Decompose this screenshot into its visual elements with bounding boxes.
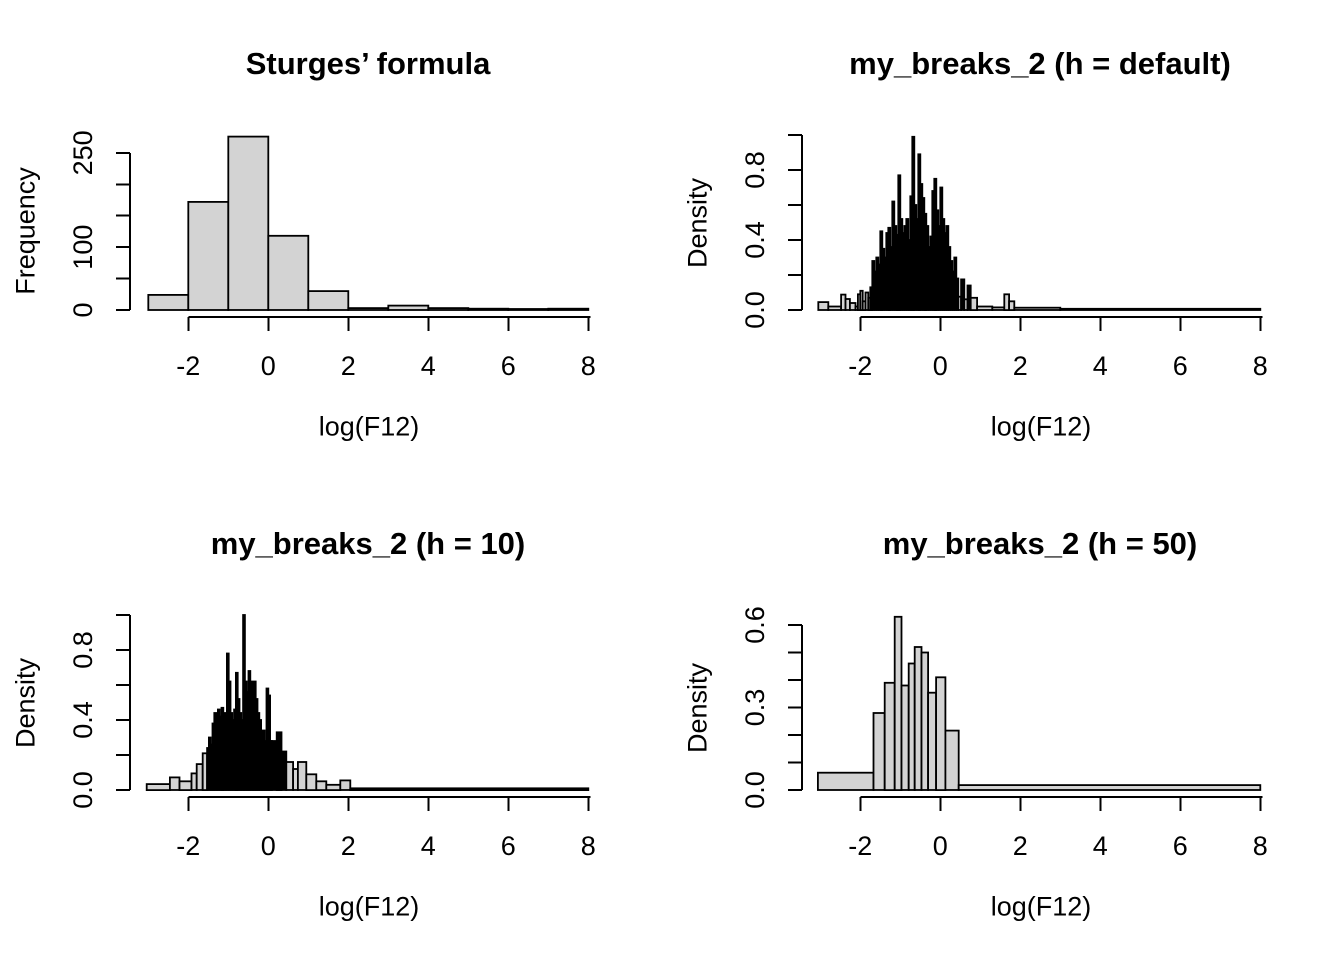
x-tick-label: 6 bbox=[501, 831, 516, 861]
histogram-bar bbox=[507, 308, 550, 311]
histogram-plot: 0.0 0.3 0.6 -2 0 2 4 6 8 bbox=[740, 606, 1268, 861]
histogram-bar bbox=[339, 779, 352, 791]
y-tick-label: 250 bbox=[68, 130, 98, 175]
histogram-bar bbox=[427, 307, 470, 311]
panel-title: my_breaks_2 (h = 50) bbox=[882, 526, 1198, 561]
panel-title: my_breaks_2 (h = 10) bbox=[210, 526, 526, 561]
histogram-bar bbox=[387, 304, 430, 311]
x-tick-label: -2 bbox=[848, 831, 872, 861]
x-tick-label: -2 bbox=[176, 351, 200, 381]
x-tick-label: 6 bbox=[1173, 831, 1188, 861]
histogram-bar bbox=[976, 305, 994, 311]
panel-mybreaks-h50: my_breaks_2 (h = 50) Density log(F12) 0.… bbox=[672, 480, 1344, 960]
histogram-bar bbox=[347, 307, 390, 311]
histogram-bar bbox=[145, 783, 171, 792]
histogram-bar bbox=[547, 307, 590, 311]
x-tick-label: 6 bbox=[501, 351, 516, 381]
x-axis-label: log(F12) bbox=[990, 891, 1092, 922]
x-tick-label: 0 bbox=[933, 831, 948, 861]
x-tick-label: -2 bbox=[176, 831, 200, 861]
histogram-plot: 0.0 0.4 0.8 -2 0 2 4 6 8 bbox=[68, 614, 596, 861]
histogram-bar bbox=[944, 729, 960, 791]
histogram-bar bbox=[267, 234, 310, 311]
histogram-bar bbox=[955, 277, 960, 311]
x-tick-label: 4 bbox=[1093, 351, 1108, 381]
x-tick-label: 2 bbox=[341, 831, 356, 861]
histogram-bar bbox=[817, 301, 830, 311]
y-tick-label: 0.0 bbox=[68, 771, 98, 809]
histogram-bar bbox=[907, 662, 916, 791]
x-tick-label: 8 bbox=[581, 831, 596, 861]
y-tick-label: 0.8 bbox=[740, 151, 770, 189]
histogram-bar bbox=[168, 776, 181, 791]
x-tick-label: 8 bbox=[1253, 351, 1268, 381]
x-tick-label: 4 bbox=[421, 351, 436, 381]
histogram-bar bbox=[913, 646, 923, 791]
x-tick-label: 4 bbox=[1093, 831, 1108, 861]
y-tick-label: 0.0 bbox=[740, 771, 770, 809]
panel-title: Sturges’ formula bbox=[245, 46, 491, 81]
panel-title: my_breaks_2 (h = default) bbox=[849, 46, 1231, 81]
histogram-bar bbox=[467, 307, 510, 311]
y-tick-label: 0.4 bbox=[740, 221, 770, 259]
x-tick-label: 2 bbox=[341, 351, 356, 381]
histogram-bar bbox=[227, 135, 270, 311]
y-tick-label: 0.3 bbox=[740, 689, 770, 727]
y-tick-label: 100 bbox=[68, 225, 98, 270]
x-tick-label: 8 bbox=[581, 351, 596, 381]
panel-mybreaks-h10: my_breaks_2 (h = 10) Density log(F12) 0.… bbox=[0, 480, 672, 960]
histogram-bar bbox=[900, 684, 910, 791]
histogram-bar bbox=[178, 780, 193, 791]
x-tick-label: 0 bbox=[261, 831, 276, 861]
histogram-bar bbox=[315, 780, 328, 791]
histogram-bar bbox=[1008, 300, 1016, 311]
x-tick-label: 0 bbox=[261, 351, 276, 381]
histogram-bar bbox=[285, 761, 294, 791]
x-tick-label: -2 bbox=[848, 351, 872, 381]
x-tick-label: 4 bbox=[421, 831, 436, 861]
x-axis-label: log(F12) bbox=[318, 411, 420, 442]
histogram-bar bbox=[349, 787, 590, 791]
histogram-bar bbox=[957, 784, 1262, 791]
histogram-bar bbox=[920, 651, 929, 791]
y-tick-label: 0.4 bbox=[68, 701, 98, 739]
histogram-bar bbox=[307, 290, 350, 311]
y-tick-label: 0.0 bbox=[740, 291, 770, 329]
histogram-bar bbox=[960, 278, 966, 311]
x-tick-label: 6 bbox=[1173, 351, 1188, 381]
histogram-bar bbox=[305, 773, 318, 791]
histogram-bar bbox=[935, 676, 947, 792]
histogram-bar bbox=[1013, 306, 1062, 311]
histogram-plot: 0 100 250 -2 0 2 4 6 8 bbox=[68, 130, 596, 381]
y-tick-label: 0.6 bbox=[740, 606, 770, 644]
histogram-bar bbox=[893, 615, 903, 792]
panel-mybreaks-default: my_breaks_2 (h = default) Density log(F1… bbox=[672, 0, 1344, 480]
x-axis-label: log(F12) bbox=[990, 411, 1092, 442]
y-tick-label: 0.8 bbox=[68, 631, 98, 669]
histogram-bar bbox=[816, 771, 875, 791]
histogram-plot: 0.0 0.4 0.8 -2 0 2 4 6 8 bbox=[740, 134, 1268, 381]
x-tick-label: 2 bbox=[1013, 831, 1028, 861]
x-tick-label: 0 bbox=[933, 351, 948, 381]
x-tick-label: 2 bbox=[1013, 351, 1028, 381]
histogram-bar bbox=[325, 783, 342, 791]
panel-sturges: Sturges’ formula Frequency log(F12) 0 100… bbox=[0, 0, 672, 480]
histogram-bar bbox=[991, 306, 1006, 311]
histogram-bar bbox=[883, 681, 896, 792]
histogram-bar bbox=[1059, 307, 1262, 311]
x-tick-label: 8 bbox=[1253, 831, 1268, 861]
y-tick-label: 0 bbox=[68, 302, 98, 317]
histogram-bar bbox=[187, 200, 230, 311]
x-axis-label: log(F12) bbox=[318, 891, 420, 922]
histogram-bar bbox=[827, 305, 843, 311]
histogram-bar bbox=[969, 296, 979, 311]
histogram-bar bbox=[296, 761, 308, 791]
histogram-bar bbox=[927, 691, 938, 791]
histogram-bar bbox=[872, 712, 886, 791]
histogram-bar bbox=[147, 293, 190, 311]
